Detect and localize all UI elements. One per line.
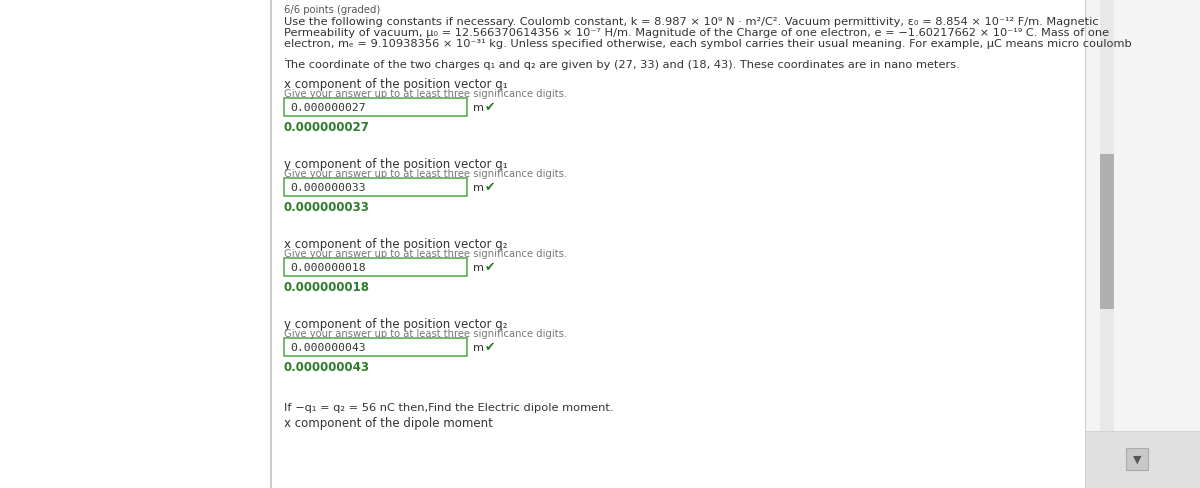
Text: y component of the position vector q₂: y component of the position vector q₂ xyxy=(284,317,508,330)
Text: 0.000000027: 0.000000027 xyxy=(284,121,370,134)
Text: y component of the position vector q₁: y component of the position vector q₁ xyxy=(284,158,508,171)
Bar xyxy=(1126,448,1148,470)
Text: ✔: ✔ xyxy=(485,181,496,194)
Text: m: m xyxy=(473,342,484,352)
Text: Give your answer up to at least three significance digits.: Give your answer up to at least three si… xyxy=(284,169,568,179)
Text: m: m xyxy=(473,183,484,193)
Bar xyxy=(1100,155,1114,309)
Bar xyxy=(284,99,467,117)
Text: 0.000000033: 0.000000033 xyxy=(284,201,370,214)
Text: Give your answer up to at least three significance digits.: Give your answer up to at least three si… xyxy=(284,328,568,338)
Text: ▼: ▼ xyxy=(1133,454,1141,464)
Text: Give your answer up to at least three significance digits.: Give your answer up to at least three si… xyxy=(284,89,568,99)
Text: Use the following constants if necessary. Coulomb constant, k = 8.987 × 10⁹ N · : Use the following constants if necessary… xyxy=(284,17,1099,27)
Bar xyxy=(1085,0,1200,488)
Text: 0.000000027: 0.000000027 xyxy=(290,103,366,113)
Text: x component of the dipole moment: x component of the dipole moment xyxy=(284,416,493,429)
Text: Permeability of vacuum, μ₀ = 12.566370614356 × 10⁻⁷ H/m. Magnitude of the Charge: Permeability of vacuum, μ₀ = 12.56637061… xyxy=(284,28,1109,38)
Bar xyxy=(284,259,467,276)
Text: 0.000000018: 0.000000018 xyxy=(290,263,366,272)
Text: Give your answer up to at least three significance digits.: Give your answer up to at least three si… xyxy=(284,248,568,259)
Text: ✔: ✔ xyxy=(485,341,496,354)
Text: m: m xyxy=(473,103,484,113)
Text: ✔: ✔ xyxy=(485,102,496,114)
Text: x component of the position vector q₂: x component of the position vector q₂ xyxy=(284,238,508,250)
Text: 0.000000018: 0.000000018 xyxy=(284,281,370,293)
Text: x component of the position vector q₁: x component of the position vector q₁ xyxy=(284,78,508,91)
Bar xyxy=(1085,431,1200,488)
Text: 0.000000043: 0.000000043 xyxy=(284,360,370,373)
Text: m: m xyxy=(473,263,484,272)
Text: ✔: ✔ xyxy=(485,261,496,274)
Bar xyxy=(1100,0,1114,431)
Bar xyxy=(270,0,272,488)
Text: 0.000000033: 0.000000033 xyxy=(290,183,366,193)
Text: .: . xyxy=(284,51,288,61)
Text: electron, mₑ = 9.10938356 × 10⁻³¹ kg. Unless specified otherwise, each symbol ca: electron, mₑ = 9.10938356 × 10⁻³¹ kg. Un… xyxy=(284,39,1132,49)
Text: 6/6 points (graded): 6/6 points (graded) xyxy=(284,5,380,15)
Bar xyxy=(284,179,467,197)
Bar xyxy=(284,338,467,356)
Text: If −q₁ = q₂ = 56 nC then,Find the Electric dipole moment.: If −q₁ = q₂ = 56 nC then,Find the Electr… xyxy=(284,402,613,412)
Text: The coordinate of the two charges q₁ and q₂ are given by (27, 33) and (18, 43). : The coordinate of the two charges q₁ and… xyxy=(284,60,960,70)
Text: 0.000000043: 0.000000043 xyxy=(290,342,366,352)
